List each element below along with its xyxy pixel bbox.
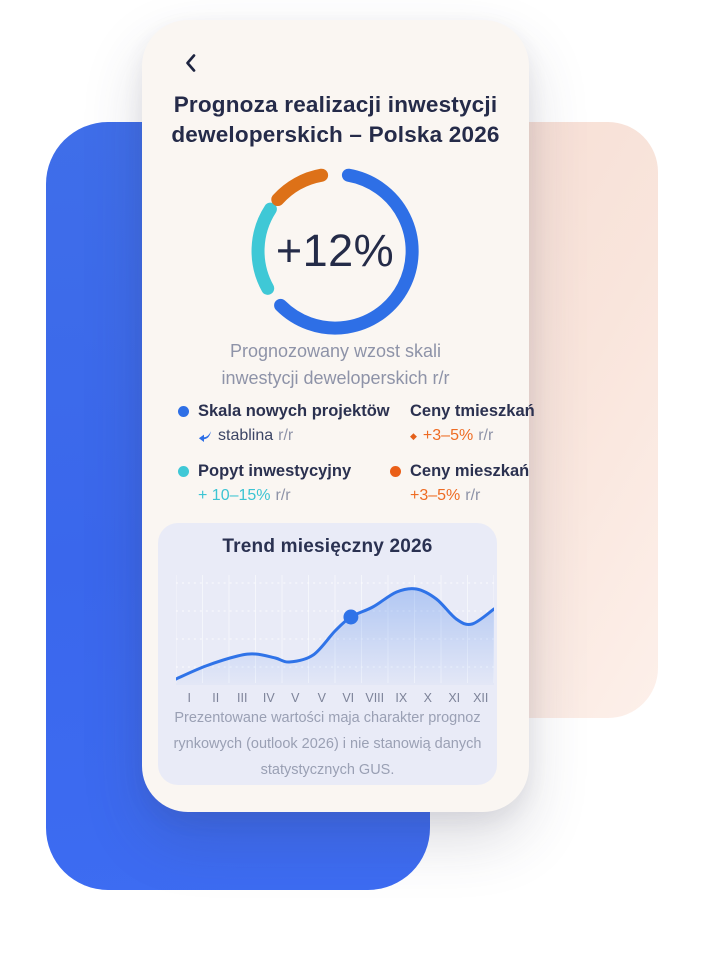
month-label: IX xyxy=(395,691,408,705)
legend-dot-orange xyxy=(390,466,401,477)
legend-value-suffix: r/r xyxy=(465,487,481,504)
disclaimer-line1: Prezentowane wartości maja charakter pro… xyxy=(174,710,481,726)
legend-item-ceny-mieszkan: Ceny mieszkań +3–5% r/r xyxy=(390,462,535,505)
legend-item-popyt-inwestycyjny: Popyt inwestycyjny + 10–15% r/r xyxy=(178,462,390,505)
month-label: XI xyxy=(448,691,461,705)
disclaimer-line2: rynkowych (outlook 2026) i nie stanowią … xyxy=(173,736,482,752)
gauge-value: +12% xyxy=(275,225,395,276)
back-button[interactable] xyxy=(176,48,206,78)
month-label: V xyxy=(317,691,326,705)
chevron-left-icon xyxy=(186,54,196,72)
month-axis: I II III IV V V VI VIII IX X XI XII xyxy=(176,691,494,705)
disclaimer-line3: statystycznych GUS. xyxy=(260,762,395,778)
disclaimer: Prezentowane wartości maja charakter pro… xyxy=(168,705,487,783)
month-label: VI xyxy=(342,691,355,705)
trend-arrow-icon xyxy=(198,430,212,443)
gauge-caption: Prognozowany wzost skali inwestycji dewe… xyxy=(142,338,529,392)
legend-value: +3–5% xyxy=(410,487,461,504)
month-label: I xyxy=(187,691,191,705)
legend-value-suffix: r/r xyxy=(275,487,291,504)
legend-label: Popyt inwestycyjny xyxy=(198,462,352,480)
legend-dot-teal xyxy=(178,466,189,477)
month-label: III xyxy=(237,691,248,705)
gauge-ring xyxy=(251,168,419,335)
legend-value-suffix: r/r xyxy=(478,427,494,444)
legend-label: Skala nowych projektöw xyxy=(198,402,390,420)
legend-label: Ceny tmieszkań xyxy=(410,402,535,420)
month-label: IV xyxy=(262,691,275,705)
month-label: X xyxy=(423,691,432,705)
page-title-line1: Prognoza realizacji inwestycji xyxy=(173,92,498,117)
gauge-caption-line1: Prognozowany wzost skali xyxy=(229,341,442,361)
legend-label: Ceny mieszkań xyxy=(410,462,530,480)
legend-item-skala-nowych-projektow: Skala nowych projektöw stablina r/r xyxy=(178,402,390,445)
phone-card: Prognoza realizacji inwestycji deweloper… xyxy=(142,20,535,812)
legend-dot-hidden xyxy=(390,406,401,417)
legend-value: + 10–15% xyxy=(198,487,271,504)
month-label: XII xyxy=(473,691,489,705)
gauge-donut-chart: +12% xyxy=(243,159,427,343)
legend-dot-blue xyxy=(178,406,189,417)
legend-value: stablina xyxy=(218,427,274,444)
legend-value: +3–5% xyxy=(422,427,474,444)
trend-line-chart xyxy=(176,575,494,685)
trend-title: Trend miesięczny 2026 xyxy=(222,536,433,557)
month-label: V xyxy=(291,691,300,705)
page-title-line2: deweloperskich – Polska 2026 xyxy=(171,122,500,147)
trend-marker-dot xyxy=(343,609,359,625)
month-label: II xyxy=(212,691,220,705)
legend-item-ceny-tmieszkan: Ceny tmieszkań ◆ +3–5% r/r xyxy=(390,402,535,445)
legend-value-suffix: r/r xyxy=(278,427,294,444)
diamond-bullet-icon: ◆ xyxy=(410,430,417,441)
gauge-caption-line2: inwestycji deweloperskich r/r xyxy=(221,368,450,388)
legend: Skala nowych projektöw stablina r/r Ceny… xyxy=(178,402,535,505)
month-label: VIII xyxy=(365,691,385,705)
page-title: Prognoza realizacji inwestycji deweloper… xyxy=(142,90,529,150)
trend-card: Trend miesięczny 2026 I II III IV V V VI VIII IX… xyxy=(158,523,497,785)
